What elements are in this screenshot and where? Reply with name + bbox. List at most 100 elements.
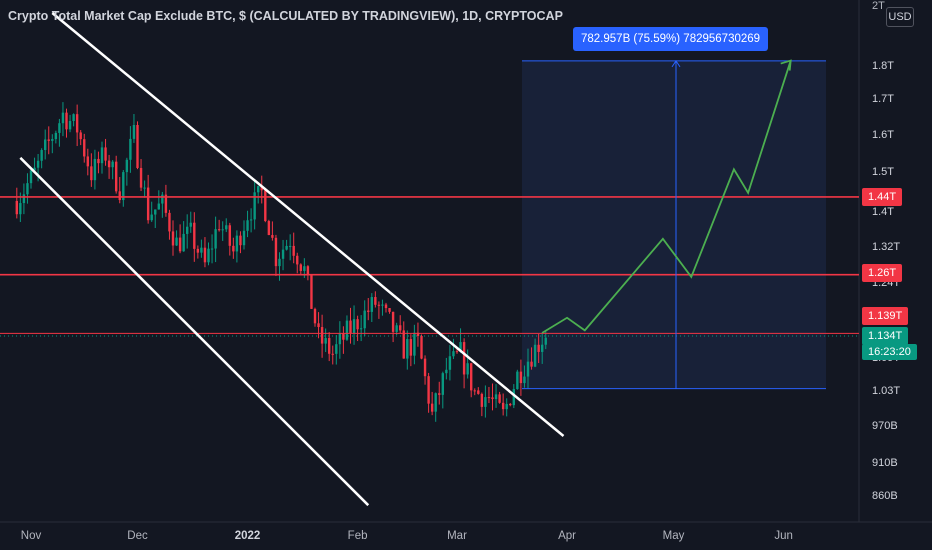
candle-body bbox=[239, 235, 242, 246]
currency-button[interactable]: USD bbox=[886, 7, 914, 27]
candle-body bbox=[54, 132, 58, 140]
candle-body bbox=[221, 229, 224, 231]
price-tick-label: 860B bbox=[872, 490, 898, 502]
candle-body bbox=[509, 403, 512, 406]
candle-body bbox=[338, 333, 342, 345]
candle-body bbox=[75, 114, 79, 133]
candle-body bbox=[161, 194, 164, 204]
candle-body bbox=[36, 160, 40, 168]
candle-body bbox=[260, 186, 263, 191]
candle-body bbox=[299, 264, 302, 271]
candle-body bbox=[249, 219, 253, 221]
time-tick-label: Apr bbox=[558, 530, 576, 542]
candle-body bbox=[15, 200, 18, 215]
candle-body bbox=[345, 320, 349, 340]
candle-body bbox=[51, 139, 54, 141]
candle-body bbox=[196, 248, 200, 253]
upper-trendline bbox=[51, 12, 565, 437]
candle-body bbox=[470, 363, 473, 391]
candle-body bbox=[501, 402, 505, 410]
candle-body bbox=[406, 339, 409, 359]
candle-body bbox=[107, 160, 111, 168]
candle-body bbox=[175, 237, 178, 246]
candle-body bbox=[526, 361, 530, 377]
candle-body bbox=[118, 191, 121, 201]
price-tick-label: 1.4T bbox=[872, 206, 895, 219]
candle-body bbox=[65, 112, 68, 130]
candle-body bbox=[374, 297, 377, 305]
candle-body bbox=[146, 187, 150, 221]
candle-body bbox=[328, 338, 331, 354]
candle-body bbox=[359, 328, 363, 330]
candle-body bbox=[79, 132, 82, 140]
candle-body bbox=[129, 138, 132, 160]
candle-body bbox=[228, 225, 231, 246]
candle-body bbox=[370, 297, 373, 312]
candle-body bbox=[44, 139, 47, 151]
candle-body bbox=[512, 389, 515, 406]
candle-body bbox=[214, 229, 217, 249]
candle-body bbox=[480, 393, 484, 407]
candle-body bbox=[462, 342, 466, 375]
candle-body bbox=[438, 393, 441, 395]
candle-body bbox=[303, 266, 306, 271]
price-tick-label: 1.6T bbox=[872, 128, 895, 141]
resistance-tag-low: 1.139T bbox=[862, 307, 909, 325]
candle-body bbox=[445, 369, 448, 374]
countdown-tag: 16:23:20 bbox=[862, 344, 917, 360]
drawings-layer bbox=[0, 12, 859, 507]
candle-body bbox=[186, 226, 189, 234]
candle-body bbox=[68, 121, 72, 130]
candle-body bbox=[207, 248, 210, 263]
time-tick-label: May bbox=[662, 530, 685, 542]
candle-body bbox=[100, 147, 104, 164]
candle-body bbox=[306, 266, 310, 275]
candle-body bbox=[423, 358, 427, 377]
candle-body bbox=[115, 161, 118, 192]
price-tick-label: 970B bbox=[872, 419, 898, 432]
chart-title: Crypto Total Market Cap Exclude BTC, $ (… bbox=[8, 9, 563, 23]
candle-body bbox=[381, 304, 384, 306]
candle-body bbox=[441, 373, 444, 395]
candle-body bbox=[139, 167, 143, 188]
candle-body bbox=[324, 338, 327, 344]
candle-body bbox=[61, 112, 65, 124]
candle-body bbox=[217, 229, 221, 231]
candle-body bbox=[516, 371, 519, 390]
candle-body bbox=[122, 172, 125, 201]
candle-body bbox=[235, 235, 239, 252]
resistance-tag-high: 1.44T bbox=[862, 188, 903, 206]
lower-trendline bbox=[19, 156, 370, 507]
candle-body bbox=[83, 139, 86, 157]
candle-body bbox=[267, 221, 271, 236]
time-tick-label: Nov bbox=[20, 530, 42, 542]
candle-body bbox=[427, 376, 430, 404]
candle-body bbox=[399, 325, 402, 331]
candle-body bbox=[58, 123, 61, 133]
candle-body bbox=[487, 397, 491, 399]
candle-body bbox=[320, 327, 324, 344]
axis-top-label: 2T bbox=[872, 0, 885, 12]
price-tick-label: 1.5T bbox=[872, 166, 895, 179]
candle-body bbox=[164, 194, 168, 213]
candle-body bbox=[93, 158, 97, 181]
candle-body bbox=[210, 248, 214, 250]
candle-body bbox=[72, 114, 75, 122]
candle-body bbox=[132, 124, 136, 139]
candle-body bbox=[19, 203, 22, 215]
projection-path bbox=[541, 60, 792, 334]
candle-body bbox=[232, 245, 235, 252]
candle-body bbox=[47, 139, 50, 141]
candle-body bbox=[111, 161, 114, 168]
time-tick-label: Feb bbox=[347, 530, 368, 542]
candle-body bbox=[193, 222, 196, 249]
candle-body bbox=[288, 245, 292, 247]
candle-body bbox=[274, 237, 278, 267]
candle-body bbox=[356, 319, 359, 330]
price-tick-label: 1.7T bbox=[872, 93, 895, 106]
candle-body bbox=[154, 209, 157, 215]
candle-body bbox=[200, 247, 203, 253]
candle-body bbox=[271, 235, 274, 238]
candle-body bbox=[278, 258, 281, 267]
